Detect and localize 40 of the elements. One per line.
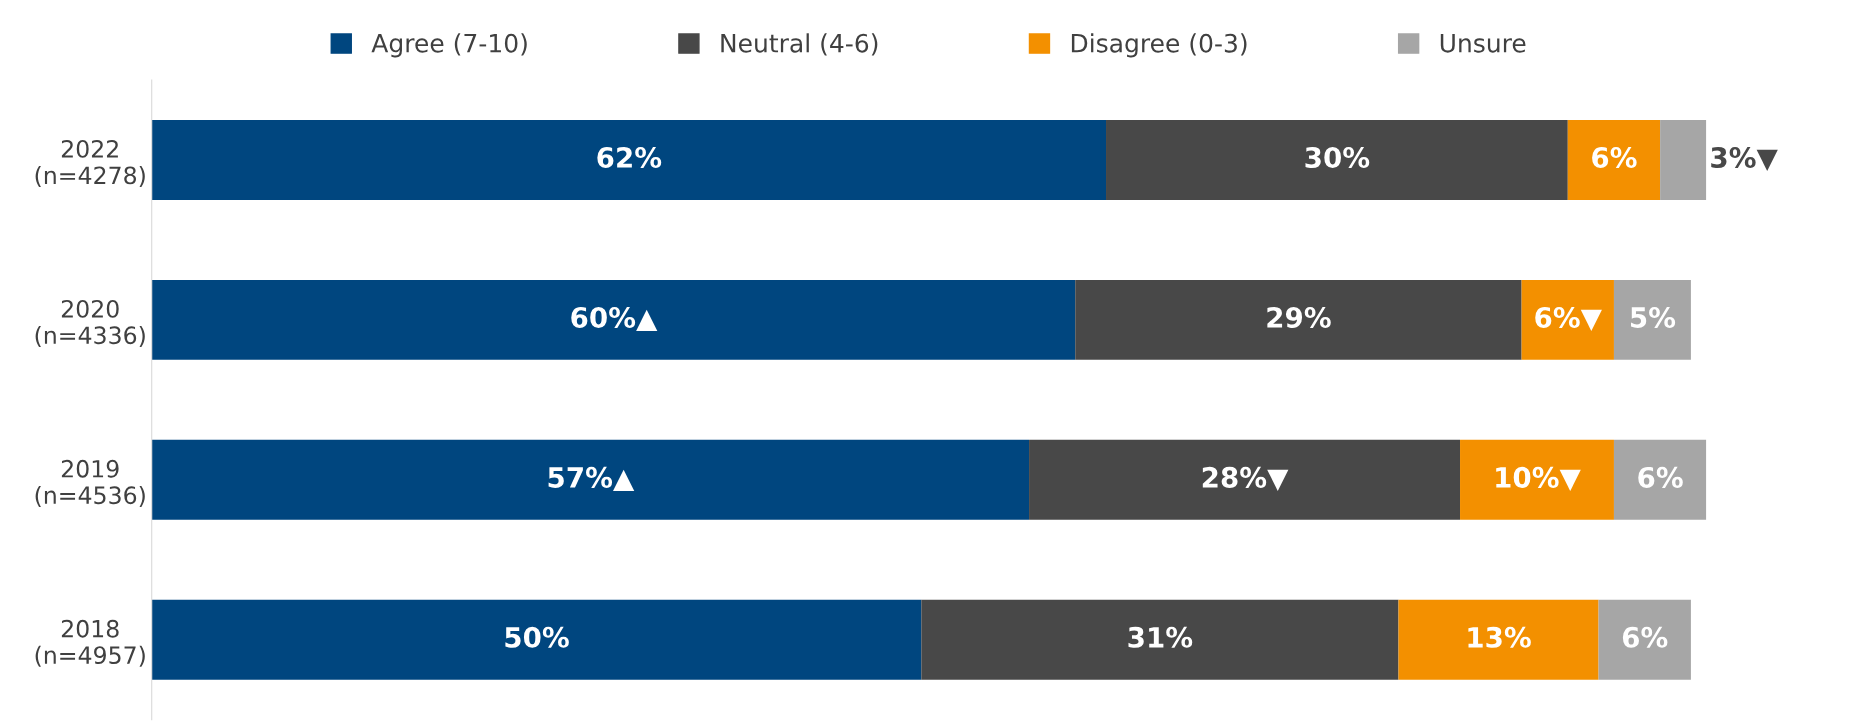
- y-tick-label: 2019 (n=4536): [35, 459, 145, 507]
- bar: [1029, 439, 1461, 520]
- data-label: 50%: [505, 626, 569, 648]
- bar: [151, 279, 1076, 360]
- data-label: 31%: [1128, 626, 1193, 648]
- data-label: 6%▼: [1535, 306, 1602, 331]
- y-tick-label: 2018 (n=4957): [35, 619, 145, 667]
- y-tick-label: 2022 (n=4278): [35, 139, 145, 188]
- data-label: 57%▲: [548, 466, 635, 491]
- bar: [1106, 119, 1568, 200]
- data-label: 60%▲: [571, 306, 658, 331]
- legend-label: Unsure: [1440, 34, 1526, 53]
- bar: [1521, 279, 1614, 360]
- legend-label: Disagree (0-3): [1071, 33, 1247, 58]
- data-label: 6%: [1592, 146, 1637, 168]
- data-label: 3%▼: [1711, 146, 1778, 172]
- data-label: 6%: [1622, 626, 1668, 648]
- data-label: 28%▼: [1202, 466, 1289, 491]
- legend-label: Agree (7-10): [371, 33, 527, 58]
- y-tick-label: 2020 (n=4336): [35, 299, 145, 347]
- legend-label: Neutral (4-6): [721, 33, 878, 56]
- bar: [1598, 599, 1691, 680]
- bar: [1613, 279, 1691, 360]
- bar: [151, 439, 1030, 520]
- bar: [1075, 279, 1522, 360]
- data-label: 13%: [1468, 626, 1531, 648]
- bar: [921, 599, 1399, 680]
- data-label: 30%: [1305, 146, 1370, 168]
- data-label: 5%: [1630, 306, 1676, 328]
- data-label: 6%: [1638, 466, 1683, 488]
- bar: [1660, 119, 1707, 200]
- bar: [1567, 119, 1661, 200]
- bar: [151, 119, 1107, 200]
- data-label: 29%: [1267, 306, 1331, 328]
- bar: [151, 599, 922, 680]
- data-label: 10%▼: [1496, 466, 1581, 491]
- data-label: 62%: [597, 146, 662, 168]
- bar: [1460, 439, 1614, 520]
- bar: [1398, 599, 1599, 680]
- bar: [1613, 439, 1707, 520]
